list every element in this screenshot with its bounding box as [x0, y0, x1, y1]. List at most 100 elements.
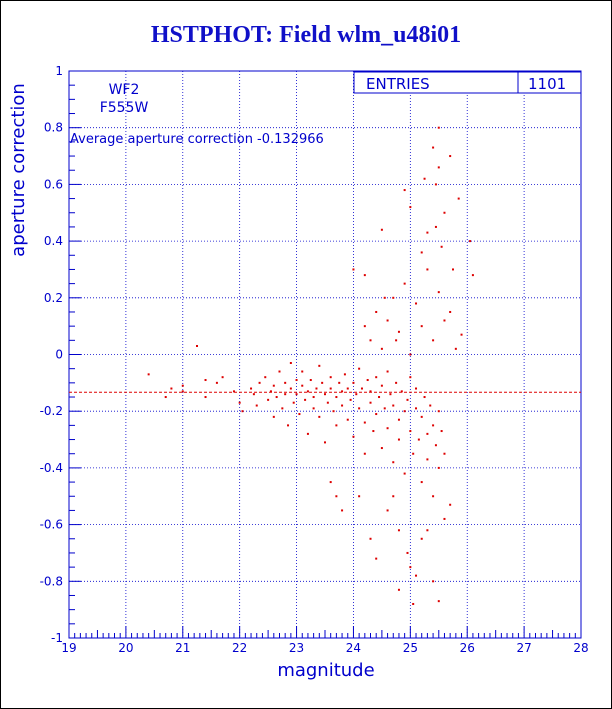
data-point [363, 452, 366, 455]
data-point [432, 580, 435, 583]
data-point [318, 415, 321, 418]
data-point [358, 367, 361, 370]
data-point [460, 333, 463, 336]
data-point [437, 291, 440, 294]
data-point [400, 390, 403, 393]
data-points [147, 126, 474, 605]
data-point [426, 529, 429, 532]
data-point [437, 410, 440, 413]
filter-label: F555W [100, 100, 149, 116]
data-point [301, 384, 304, 387]
data-point [147, 373, 150, 376]
data-point [426, 268, 429, 271]
data-point [380, 447, 383, 450]
data-point [417, 438, 420, 441]
data-point [363, 274, 366, 277]
data-point [412, 452, 415, 455]
data-point [315, 387, 318, 390]
data-point [420, 481, 423, 484]
data-point [275, 396, 278, 399]
data-point [252, 393, 255, 396]
data-point [403, 189, 406, 192]
data-point [380, 228, 383, 231]
data-point [437, 600, 440, 603]
data-point [392, 495, 395, 498]
data-point [346, 418, 349, 421]
data-point [440, 245, 443, 248]
data-point [295, 379, 298, 382]
data-point [434, 225, 437, 228]
data-point [349, 398, 352, 401]
data-point [434, 183, 437, 186]
data-point [403, 282, 406, 285]
data-point [392, 404, 395, 407]
y-tick-label: -0.4 [40, 461, 63, 475]
data-point [420, 415, 423, 418]
data-point [432, 146, 435, 149]
data-point [389, 393, 392, 396]
data-point [301, 370, 304, 373]
data-point [386, 319, 389, 322]
data-point [423, 396, 426, 399]
data-point [329, 387, 332, 390]
data-point [204, 396, 207, 399]
data-point [343, 373, 346, 376]
y-tick-label: -0.2 [40, 404, 63, 418]
data-point [415, 387, 418, 390]
y-tick-label: 0.2 [44, 291, 63, 305]
data-point [437, 166, 440, 169]
data-point [264, 376, 267, 379]
data-point [437, 126, 440, 129]
data-point [181, 384, 184, 387]
y-tick-label: -0.6 [40, 518, 63, 532]
data-point [383, 296, 386, 299]
data-point [415, 574, 418, 577]
data-point [420, 251, 423, 254]
data-point [292, 401, 295, 404]
data-point [295, 393, 298, 396]
data-point [215, 381, 218, 384]
y-axis-label: aperture correction [8, 83, 29, 257]
data-point [287, 424, 290, 427]
data-point [369, 537, 372, 540]
data-point [443, 452, 446, 455]
data-point [358, 407, 361, 410]
data-point [284, 381, 287, 384]
data-point [397, 418, 400, 421]
data-point [423, 177, 426, 180]
data-point [360, 387, 363, 390]
data-point [409, 430, 412, 433]
data-point [341, 390, 344, 393]
data-point [335, 396, 338, 399]
data-point [170, 387, 173, 390]
data-point [403, 472, 406, 475]
data-point [366, 379, 369, 382]
grid-lines [69, 71, 581, 638]
axes: 19 20 21 22 23 24 25 26 27 28 -1 -0.8 -0.6 -0.4 -0.2 0 0… [40, 64, 589, 655]
data-point [409, 566, 412, 569]
data-point [434, 444, 437, 447]
y-tick-label: 1 [55, 64, 63, 78]
y-tick-label: -1 [51, 631, 63, 645]
x-tick-label: 20 [118, 641, 133, 655]
data-point [324, 393, 326, 396]
data-point [397, 588, 400, 591]
data-point [429, 404, 432, 407]
data-point [432, 339, 435, 342]
data-point [397, 529, 400, 532]
data-point [298, 413, 301, 416]
data-point [372, 430, 375, 433]
data-point [386, 427, 389, 430]
data-point [380, 347, 383, 350]
data-point [332, 410, 335, 413]
data-point [420, 325, 423, 328]
data-point [204, 379, 207, 382]
data-point [341, 509, 344, 512]
data-point [386, 509, 389, 512]
data-point [449, 503, 452, 506]
x-tick-label: 24 [346, 641, 361, 655]
data-point [406, 551, 409, 554]
x-tick-label: 22 [232, 641, 247, 655]
data-point [432, 424, 435, 427]
data-point [392, 461, 395, 464]
